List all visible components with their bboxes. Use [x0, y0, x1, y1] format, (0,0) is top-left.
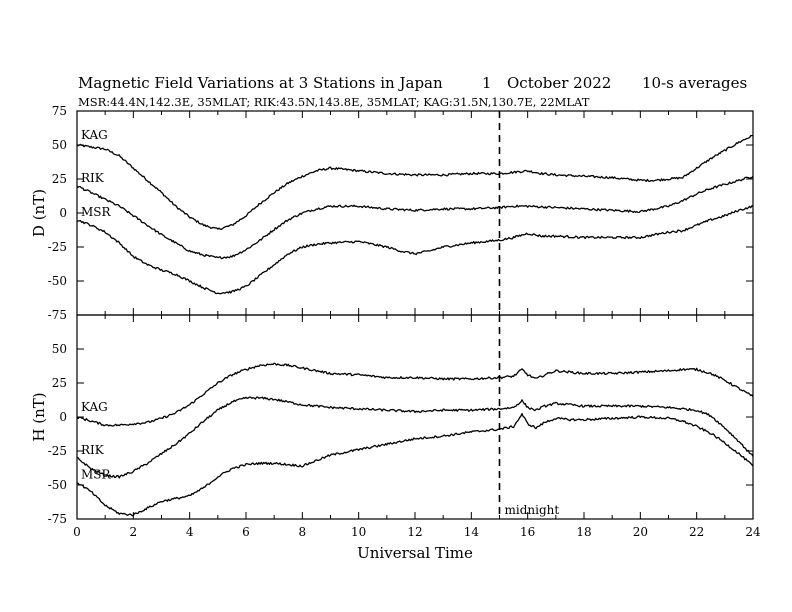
top-y-axis-label: D (nT) — [30, 189, 48, 237]
chart-title: Magnetic Field Variations at 3 Stations … — [78, 74, 443, 92]
station-coordinates: MSR:44.4N,142.3E, 35MLAT; RIK:43.5N,143.… — [78, 95, 590, 109]
x-tick-label: 0 — [73, 525, 81, 539]
series-line-kag — [76, 362, 754, 427]
y-tick-label: 75 — [52, 104, 67, 118]
x-tick-label: 14 — [464, 525, 480, 539]
y-tick-label: -25 — [48, 240, 67, 254]
x-tick-label: 16 — [520, 525, 535, 539]
series-label-msr: MSR — [81, 205, 112, 219]
series-label-kag: KAG — [81, 400, 108, 414]
series-line-msr — [76, 412, 754, 517]
x-tick-label: 20 — [633, 525, 648, 539]
y-tick-label: -75 — [48, 512, 67, 526]
y-tick-label: 50 — [52, 138, 67, 152]
chart-month-year: October 2022 — [507, 74, 611, 92]
series-label-rik: RIK — [81, 443, 105, 457]
chart-averaging: 10-s averages — [642, 74, 747, 92]
series-label-msr: MSR — [81, 467, 112, 481]
x-tick-label: 4 — [186, 525, 194, 539]
x-tick-label: 2 — [130, 525, 138, 539]
top-panel-frame — [76, 110, 754, 316]
y-tick-label: -25 — [48, 444, 67, 458]
midnight-label: midnight — [505, 503, 560, 517]
x-tick-label: 22 — [689, 525, 704, 539]
series-line-kag — [76, 134, 754, 231]
bottom-y-axis-label: H (nT) — [30, 392, 48, 441]
series-label-rik: RIK — [81, 171, 105, 185]
chart-day: 1 — [482, 74, 492, 92]
x-tick-label: 8 — [299, 525, 307, 539]
y-tick-label: 0 — [59, 410, 67, 424]
series-layer: KAG RIK MSR KAG RIK MSR — [76, 128, 754, 517]
y-tick-label: 0 — [59, 206, 67, 220]
y-tick-label: 25 — [52, 376, 67, 390]
y-tick-label: -50 — [48, 274, 67, 288]
x-tick-label: 24 — [745, 525, 761, 539]
series-line-msr — [76, 205, 754, 295]
y-tick-label: -75 — [48, 308, 67, 322]
x-tick-label: 12 — [407, 525, 422, 539]
y-tick-label: -50 — [48, 478, 67, 492]
x-tick-label: 6 — [242, 525, 250, 539]
x-tick-label: 18 — [576, 525, 591, 539]
x-axis-label: Universal Time — [357, 544, 473, 562]
series-label-kag: KAG — [81, 128, 108, 142]
y-tick-label: 50 — [52, 342, 67, 356]
x-tick-label: 10 — [351, 525, 366, 539]
y-tick-label: 25 — [52, 172, 67, 186]
series-line-rik — [76, 396, 754, 479]
series-line-rik — [76, 175, 754, 260]
